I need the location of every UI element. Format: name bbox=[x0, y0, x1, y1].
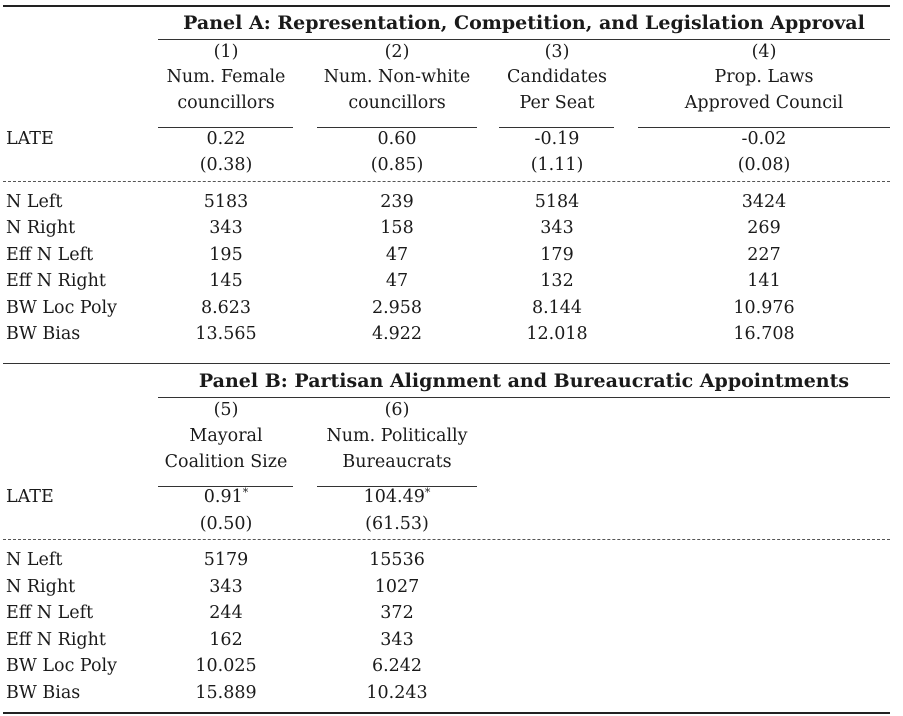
stat-value: 13.565 bbox=[195, 324, 257, 344]
stat-value: 8.623 bbox=[200, 298, 252, 318]
stat-value: 1027 bbox=[374, 577, 420, 597]
stat-value: 343 bbox=[209, 218, 243, 238]
panel-a-title-rule bbox=[158, 39, 890, 40]
stat-value: 5184 bbox=[534, 192, 580, 212]
col5-underline bbox=[158, 486, 293, 487]
panel-b-title-rule bbox=[158, 397, 890, 398]
top-rule bbox=[3, 5, 890, 7]
column-header-line2: Per Seat bbox=[519, 93, 595, 113]
column-number: (4) bbox=[751, 42, 777, 62]
col2-underline bbox=[317, 127, 477, 128]
late-value: -0.19 bbox=[534, 129, 580, 149]
column-header-line1: Num. Female bbox=[166, 67, 286, 87]
col6-underline bbox=[317, 486, 477, 487]
column-header-line1: Num. Politically bbox=[326, 426, 468, 446]
stat-value: 195 bbox=[209, 245, 243, 265]
stat-label: Eff N Right bbox=[6, 630, 106, 650]
stat-label: BW Loc Poly bbox=[6, 298, 118, 318]
stat-value: 15.889 bbox=[195, 683, 257, 703]
column-header-line1: Prop. Laws bbox=[714, 67, 814, 87]
stat-value: 244 bbox=[209, 603, 243, 623]
stat-value: 5183 bbox=[203, 192, 249, 212]
stat-value: 162 bbox=[209, 630, 243, 650]
stat-label: N Left bbox=[6, 550, 63, 570]
stat-value: 227 bbox=[747, 245, 781, 265]
stat-label: BW Loc Poly bbox=[6, 656, 118, 676]
late-number: 104.49 bbox=[363, 487, 425, 507]
stat-value: 343 bbox=[380, 630, 414, 650]
late-number: 0.91 bbox=[203, 487, 243, 507]
stat-value: 2.958 bbox=[371, 298, 423, 318]
stat-value: 47 bbox=[385, 245, 409, 265]
stat-label: Eff N Left bbox=[6, 603, 94, 623]
column-number: (1) bbox=[213, 42, 239, 62]
column-header-line1: Candidates bbox=[507, 67, 607, 87]
stat-label: Eff N Left bbox=[6, 245, 94, 265]
standard-error: (61.53) bbox=[365, 514, 429, 534]
stat-value: 343 bbox=[540, 218, 574, 238]
significance-star: * bbox=[424, 486, 431, 499]
significance-star: * bbox=[242, 486, 249, 499]
stat-value: 5179 bbox=[203, 550, 249, 570]
column-header-line2: Bureaucrats bbox=[342, 452, 452, 472]
stat-value: 4.922 bbox=[371, 324, 423, 344]
panel-a-dashed-rule bbox=[3, 181, 890, 182]
stat-label: N Right bbox=[6, 577, 76, 597]
column-number: (3) bbox=[544, 42, 570, 62]
late-value: -0.02 bbox=[741, 129, 787, 149]
stat-label: BW Bias bbox=[6, 324, 81, 344]
panel-separator-rule bbox=[3, 363, 890, 364]
stat-value: 47 bbox=[385, 271, 409, 291]
stat-value: 158 bbox=[380, 218, 414, 238]
stat-value: 10.025 bbox=[195, 656, 257, 676]
stat-value: 10.976 bbox=[733, 298, 795, 318]
column-header-line1: Mayoral bbox=[189, 426, 263, 446]
standard-error: (0.50) bbox=[199, 514, 253, 534]
stat-value: 343 bbox=[209, 577, 243, 597]
late-label: LATE bbox=[6, 129, 54, 149]
stat-value: 179 bbox=[540, 245, 574, 265]
column-number: (5) bbox=[213, 400, 239, 420]
stat-label: N Left bbox=[6, 192, 63, 212]
stat-label: N Right bbox=[6, 218, 76, 238]
late-value: 0.60 bbox=[377, 129, 417, 149]
stat-value: 141 bbox=[747, 271, 781, 291]
col3-underline bbox=[499, 127, 614, 128]
panel-a-title: Panel A: Representation, Competition, an… bbox=[183, 12, 865, 34]
column-header-line2: councillors bbox=[348, 93, 446, 113]
stat-value: 132 bbox=[540, 271, 574, 291]
late-label: LATE bbox=[6, 487, 54, 507]
col1-underline bbox=[158, 127, 293, 128]
stat-value: 3424 bbox=[741, 192, 787, 212]
stat-value: 269 bbox=[747, 218, 781, 238]
column-header-line2: Coalition Size bbox=[164, 452, 288, 472]
stat-value: 15536 bbox=[369, 550, 425, 570]
column-header-line1: Num. Non-white bbox=[323, 67, 471, 87]
stat-value: 10.243 bbox=[366, 683, 428, 703]
column-header-line2: Approved Council bbox=[684, 93, 844, 113]
stat-label: BW Bias bbox=[6, 683, 81, 703]
column-number: (6) bbox=[384, 400, 410, 420]
stat-value: 239 bbox=[380, 192, 414, 212]
stat-label: Eff N Right bbox=[6, 271, 106, 291]
standard-error: (0.08) bbox=[737, 155, 791, 175]
col4-underline bbox=[638, 127, 890, 128]
stat-value: 12.018 bbox=[526, 324, 588, 344]
standard-error: (0.85) bbox=[370, 155, 424, 175]
stat-value: 6.242 bbox=[371, 656, 423, 676]
bottom-rule bbox=[3, 712, 890, 714]
late-value: 0.22 bbox=[206, 129, 246, 149]
stat-value: 372 bbox=[380, 603, 414, 623]
late-value: 0.91* bbox=[203, 486, 249, 507]
stat-value: 8.144 bbox=[531, 298, 583, 318]
stat-value: 16.708 bbox=[733, 324, 795, 344]
standard-error: (1.11) bbox=[530, 155, 584, 175]
column-header-line2: councillors bbox=[177, 93, 275, 113]
stat-value: 145 bbox=[209, 271, 243, 291]
panel-b-dashed-rule bbox=[3, 539, 890, 540]
panel-b-title: Panel B: Partisan Alignment and Bureaucr… bbox=[198, 370, 850, 392]
standard-error: (0.38) bbox=[199, 155, 253, 175]
column-number: (2) bbox=[384, 42, 410, 62]
late-value: 104.49* bbox=[363, 486, 431, 507]
